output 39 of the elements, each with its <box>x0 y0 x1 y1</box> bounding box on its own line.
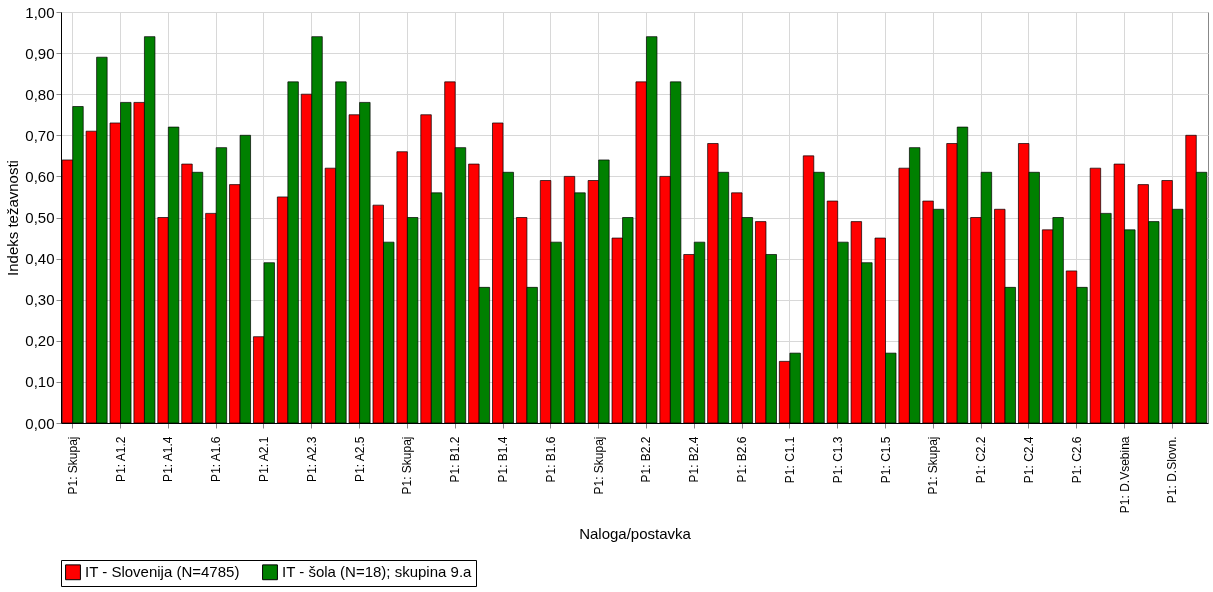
y-tick-label: 0,00 <box>25 414 55 432</box>
x-tick-label: P1: B1.4 <box>496 436 511 483</box>
x-tick-label: P1: B2.4 <box>687 436 702 483</box>
x-tick-label: P1: B1.2 <box>448 436 463 483</box>
legend-label: IT - šola (N=18); skupina 9.a <box>282 563 473 581</box>
x-tick-label: P1: D.Vsebina <box>1117 436 1132 514</box>
x-tick-label: P1: A1.4 <box>161 436 176 482</box>
y-axis-title: Indeks težavnosti <box>4 160 22 276</box>
y-tick-label: 0,50 <box>25 209 55 226</box>
x-tick-label: P1: B1.6 <box>543 436 558 483</box>
x-tick-label: P1: Skupaj <box>65 436 80 495</box>
x-axis-title: Naloga/postavka <box>579 525 692 543</box>
y-tick-label: 0,70 <box>25 126 55 144</box>
x-tick-label: P1: C2.4 <box>1021 436 1036 484</box>
y-tick-label: 0,20 <box>25 332 55 350</box>
x-tick-label: P1: A1.2 <box>113 436 128 482</box>
x-tick-label: P1: A2.1 <box>256 436 271 482</box>
x-tick-label: P1: Skupaj <box>400 436 415 495</box>
x-tick-label: P1: Skupaj <box>926 436 941 495</box>
y-tick-label: 0,90 <box>25 44 55 62</box>
x-tick-label: P1: C1.3 <box>830 436 845 484</box>
x-tick-label: P1: C1.1 <box>782 436 797 484</box>
x-tick-label: P1: C2.6 <box>1069 436 1084 484</box>
x-tick-label: P1: C2.2 <box>974 436 989 484</box>
x-tick-label: P1: D.Slovn. <box>1165 436 1180 504</box>
legend-label: IT - Slovenija (N=4785) <box>85 563 240 581</box>
y-tick-label: 0,10 <box>25 373 55 391</box>
x-tick-label: P1: B2.6 <box>735 436 750 483</box>
x-tick-label: P1: A2.5 <box>352 436 367 482</box>
x-tick-label: P1: B2.2 <box>639 436 654 483</box>
x-tick-label: P1: Skupaj <box>591 436 606 495</box>
y-tick-label: 0,30 <box>25 291 55 309</box>
y-tick-label: 0,60 <box>25 167 55 185</box>
y-tick-label: 1,00 <box>25 3 55 21</box>
x-tick-label: P1: A2.3 <box>304 436 319 482</box>
y-tick-label: 0,40 <box>25 250 55 268</box>
x-tick-label: P1: C1.5 <box>878 436 893 484</box>
x-tick-label: P1: A1.6 <box>209 436 224 482</box>
y-tick-label: 0,80 <box>25 85 55 103</box>
